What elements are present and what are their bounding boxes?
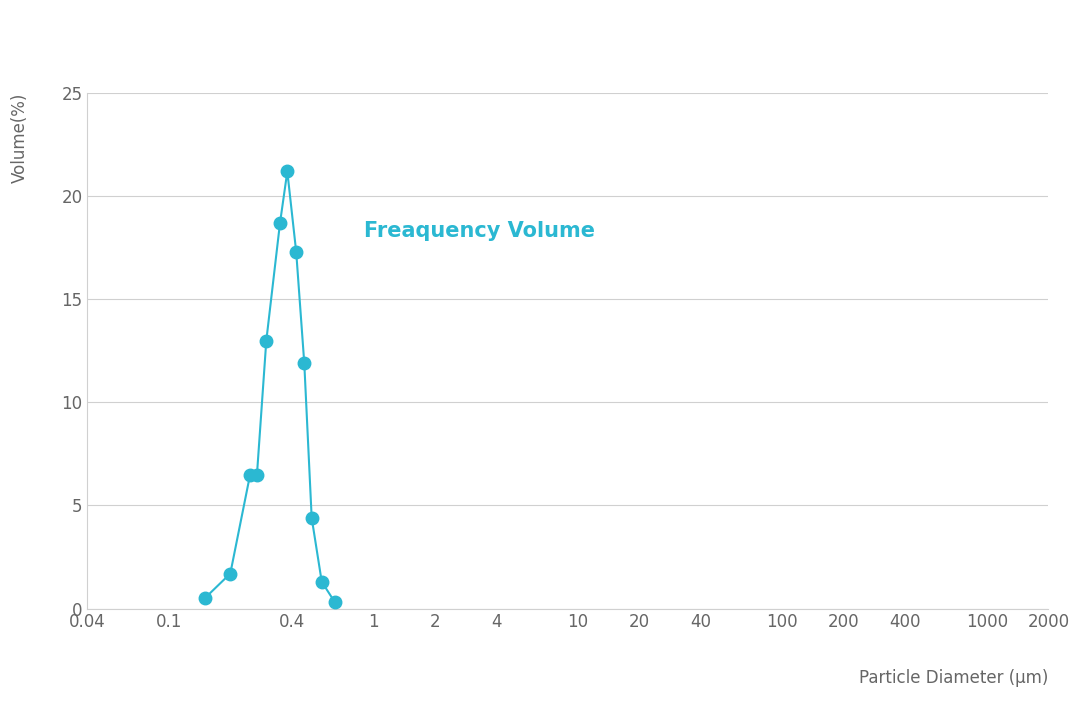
Text: Freaquency Volume: Freaquency Volume bbox=[364, 221, 595, 241]
Text: Particle Diameter (μm): Particle Diameter (μm) bbox=[859, 669, 1048, 687]
Text: Volume(%): Volume(%) bbox=[11, 93, 28, 183]
